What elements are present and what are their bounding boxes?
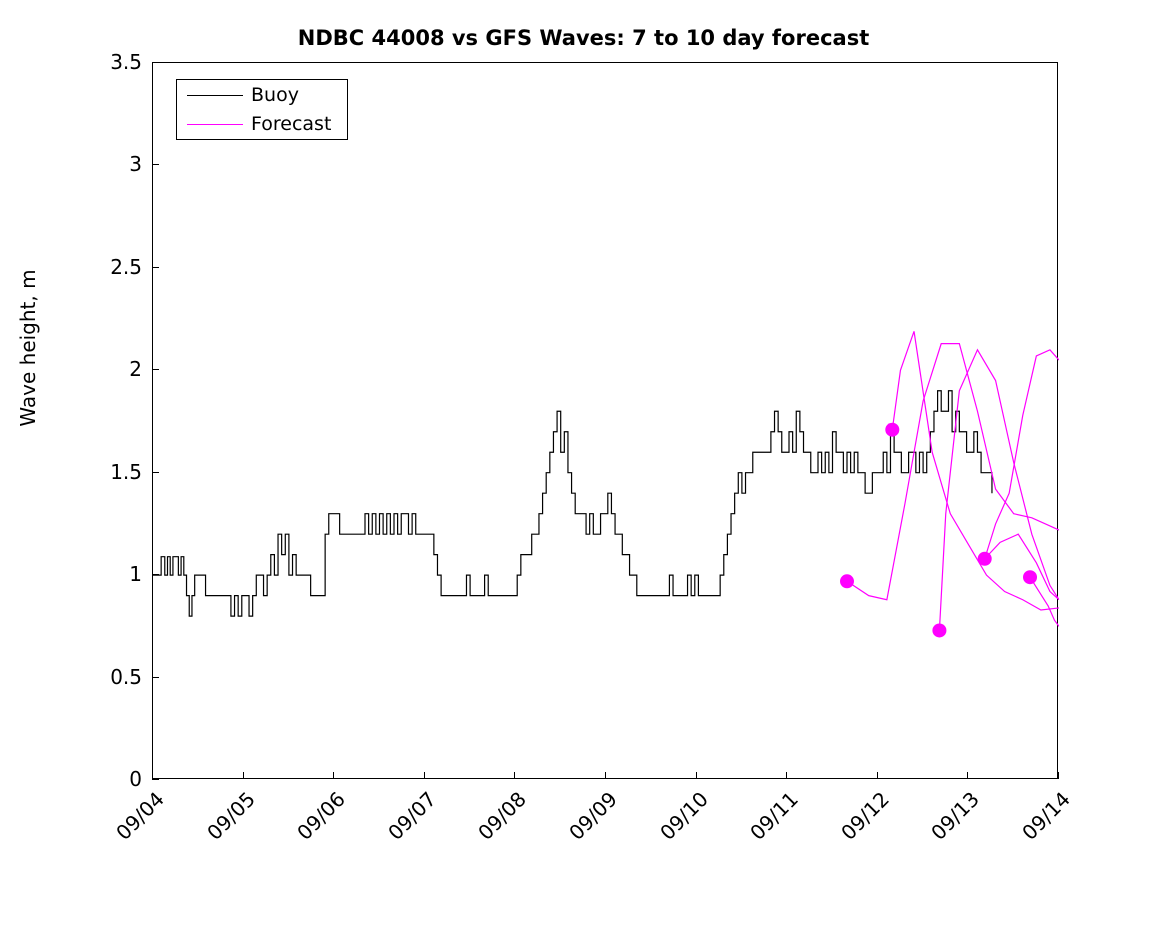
chart-figure: NDBC 44008 vs GFS Waves: 7 to 10 day for… xyxy=(16,26,1075,845)
y-tick-label: 0 xyxy=(129,767,142,791)
y-tick-label: 1 xyxy=(129,562,142,587)
x-tick-mark xyxy=(333,772,335,779)
x-tick-label: 09/12 xyxy=(836,787,894,845)
y-tick-mark xyxy=(152,266,159,268)
legend: Buoy Forecast xyxy=(176,79,348,140)
y-tick-mark xyxy=(152,779,159,780)
x-tick-mark xyxy=(242,772,244,779)
x-tick-mark xyxy=(1058,772,1059,779)
x-tick-label: 09/11 xyxy=(745,787,804,845)
series-line xyxy=(846,343,1059,601)
legend-label-buoy: Buoy xyxy=(251,84,299,106)
x-tick-label: 09/05 xyxy=(201,787,260,845)
y-tick-label: 2.5 xyxy=(110,254,142,279)
legend-label-forecast: Forecast xyxy=(251,113,332,135)
series-line xyxy=(891,331,1059,611)
legend-swatch-forecast xyxy=(187,124,243,125)
series-line xyxy=(938,348,1059,631)
y-tick-label: 0.5 xyxy=(110,664,142,689)
x-tick-label: 09/10 xyxy=(654,787,713,845)
y-tick-label: 2 xyxy=(129,357,142,382)
x-tick-label: 09/14 xyxy=(1017,787,1075,845)
x-tick-mark xyxy=(967,772,969,779)
series-line xyxy=(984,533,1059,601)
forecast-start-marker xyxy=(932,623,947,638)
x-tick-label: 09/07 xyxy=(383,787,441,845)
x-tick-mark xyxy=(786,772,788,779)
y-tick-mark xyxy=(152,471,159,473)
x-tick-mark xyxy=(695,772,697,779)
legend-swatch-buoy xyxy=(187,95,243,96)
y-tick-mark xyxy=(152,369,159,371)
plot-svg xyxy=(153,331,1059,638)
series-line xyxy=(984,349,1059,559)
chart-title: NDBC 44008 vs GFS Waves: 7 to 10 day for… xyxy=(297,26,870,50)
x-tick-label: 09/04 xyxy=(111,787,169,845)
y-tick-mark xyxy=(152,676,159,678)
series-line xyxy=(153,390,993,617)
x-tick-mark xyxy=(423,772,425,779)
x-tick-label: 09/08 xyxy=(473,787,532,845)
y-tick-label: 3.5 xyxy=(110,50,142,74)
y-tick-mark xyxy=(152,164,159,166)
legend-entry-buoy: Buoy xyxy=(177,81,349,111)
series-line xyxy=(1029,576,1059,627)
forecast-start-marker xyxy=(840,574,854,589)
plot-area xyxy=(152,62,1059,779)
x-tick-mark xyxy=(876,772,878,779)
x-tick-label: 09/13 xyxy=(926,787,985,845)
x-tick-mark xyxy=(514,772,516,779)
x-tick-label: 09/09 xyxy=(564,787,622,845)
x-tick-label: 09/06 xyxy=(292,787,351,845)
legend-entry-forecast: Forecast xyxy=(177,110,349,140)
forecast-start-marker xyxy=(977,551,992,566)
forecast-start-marker xyxy=(885,422,900,437)
x-tick-mark xyxy=(605,772,606,779)
y-tick-label: 3 xyxy=(129,152,142,177)
y-tick-label: 1.5 xyxy=(110,459,142,484)
forecast-start-marker xyxy=(1023,570,1038,585)
